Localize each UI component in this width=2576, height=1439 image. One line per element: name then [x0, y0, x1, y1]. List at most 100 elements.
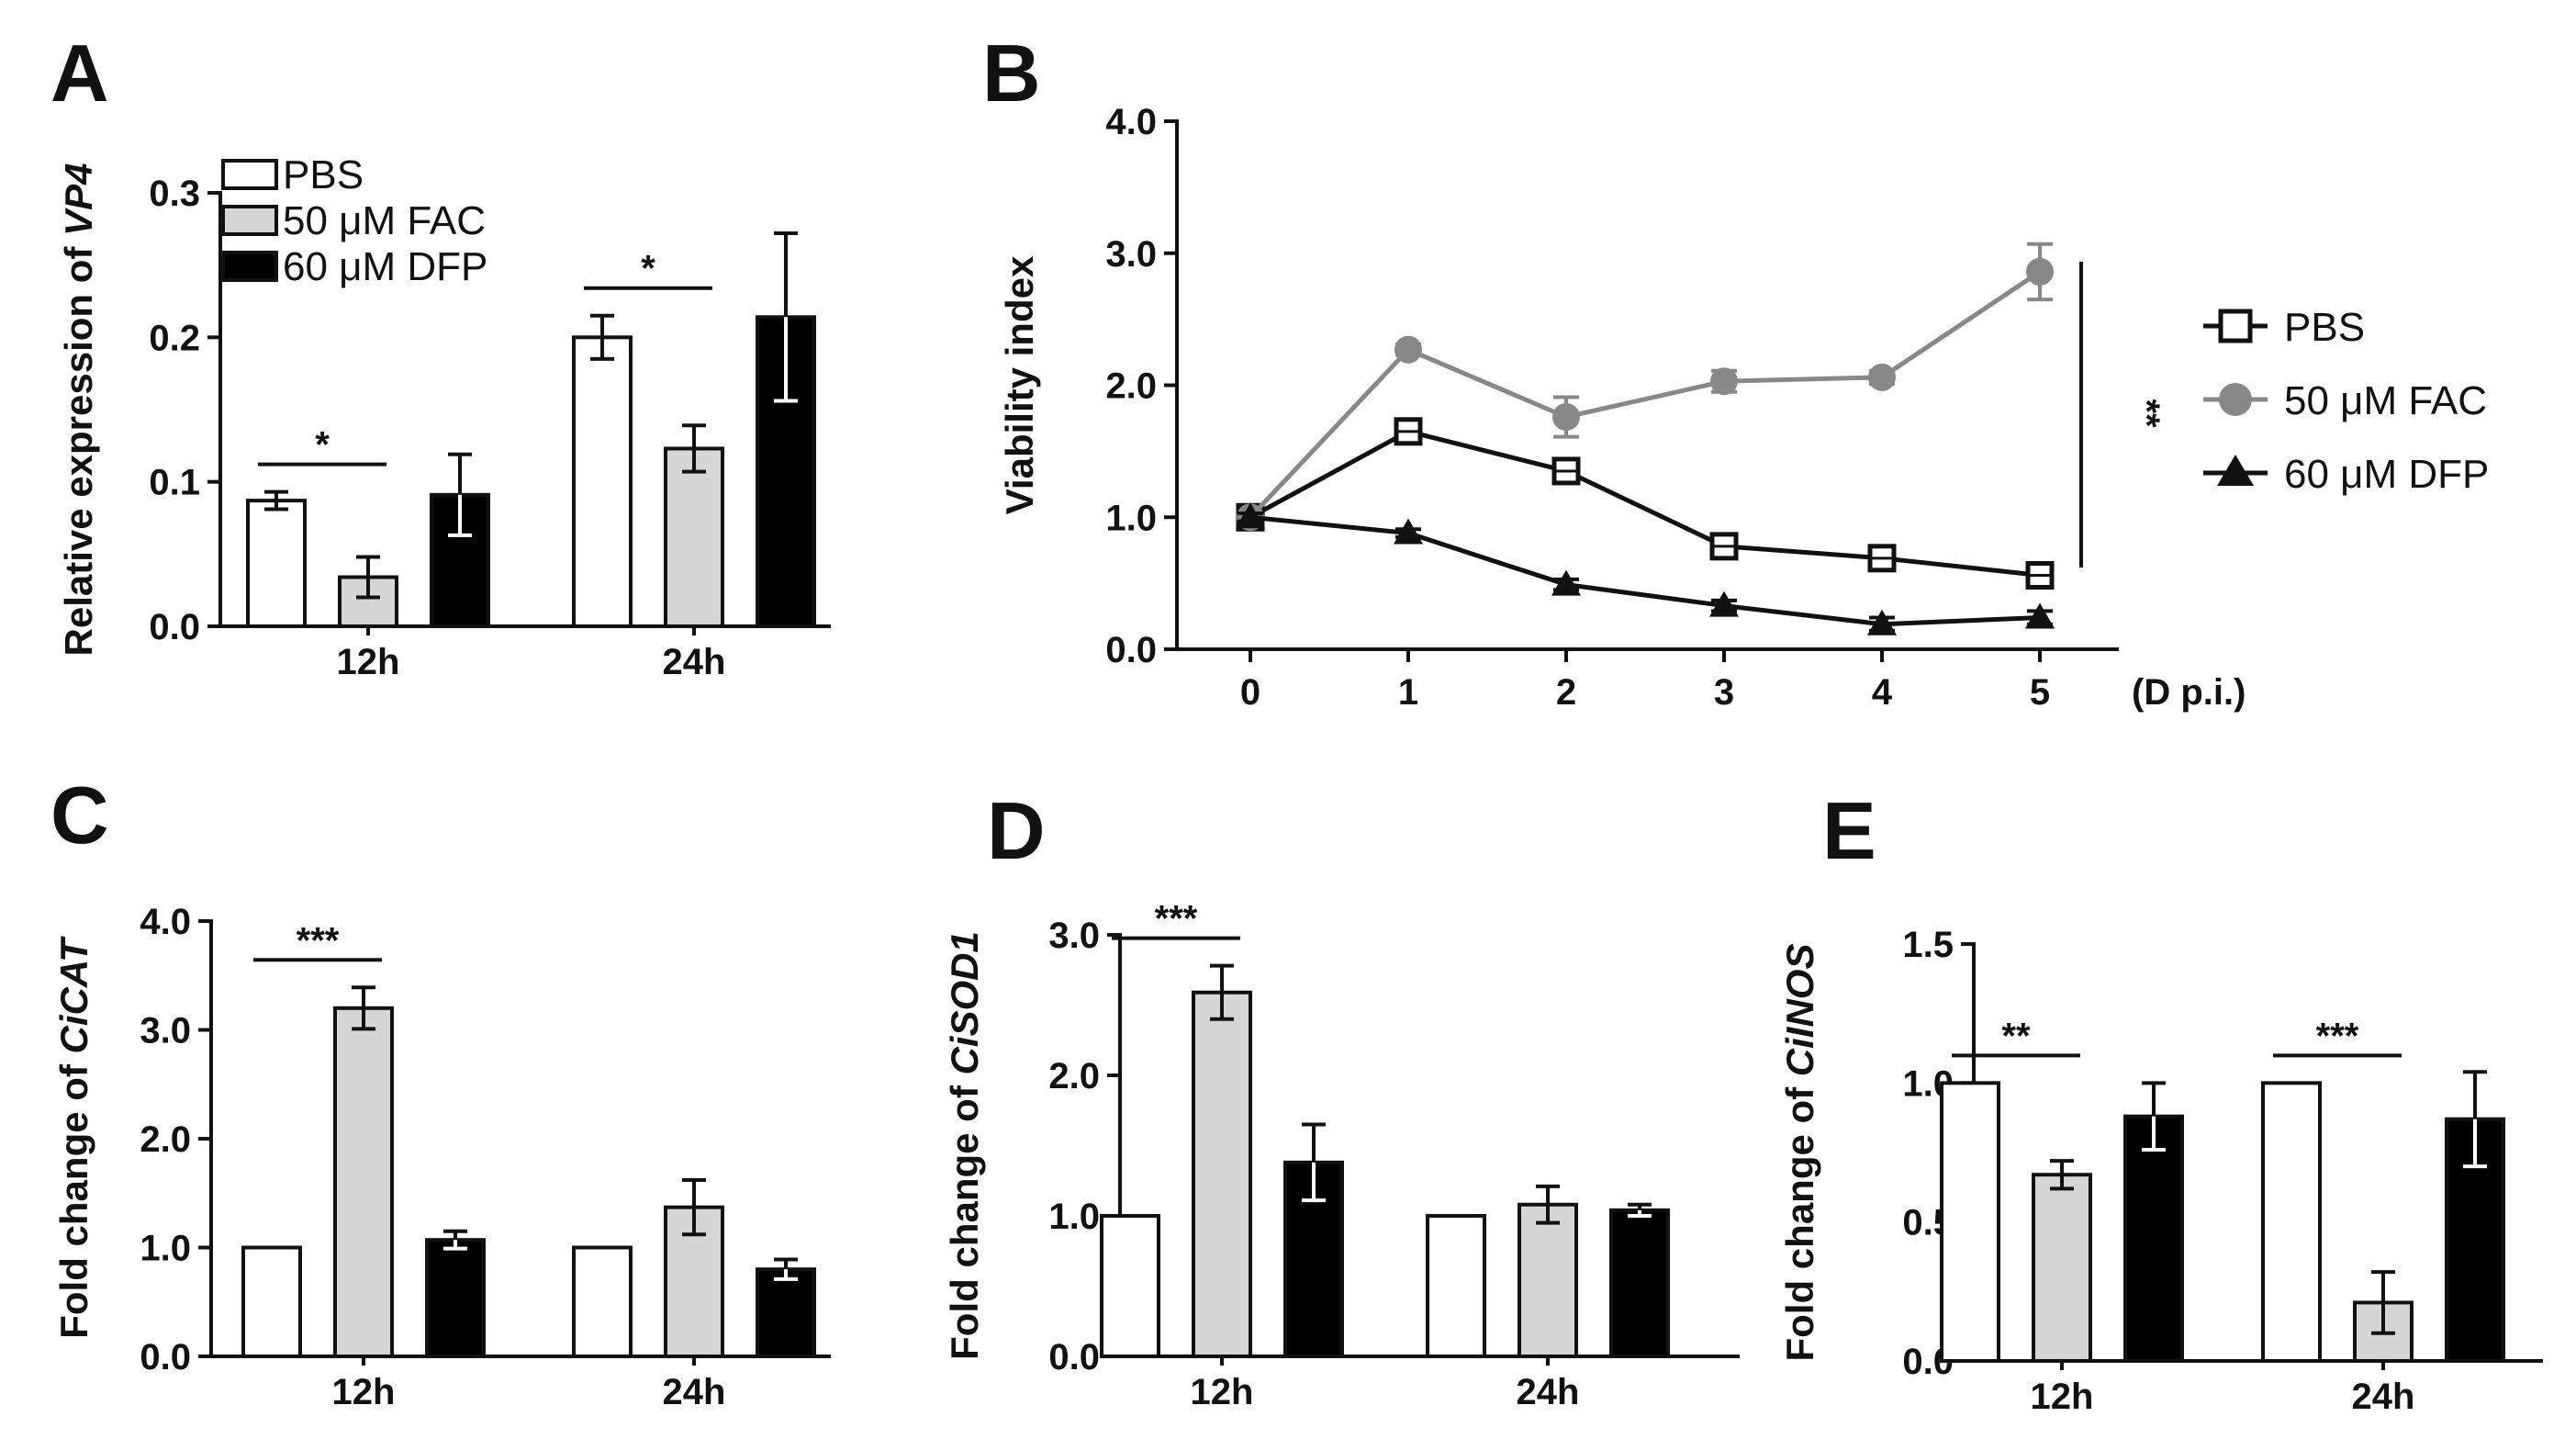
x-tick-label: 12h — [2031, 1377, 2094, 1417]
bar-pbs-12h — [241, 1245, 302, 1358]
y-tick-label: 0.0 — [140, 1337, 191, 1377]
legend-swatch — [221, 159, 278, 190]
bar-50-m-fac-12h — [333, 1006, 394, 1359]
legend-label: 50 μM FAC — [2284, 378, 2487, 423]
bar-pbs-24h — [572, 335, 633, 628]
x-tick-label: 12h — [337, 642, 400, 682]
panel-letter-B: B — [982, 28, 1041, 118]
panel-letter-A: A — [50, 28, 109, 118]
panel-C: C 0.0 1.0 2.0 3.0 4.0 Fold change of CiCAT 12h *… — [50, 770, 831, 1412]
y-tick-label: 0.0 — [149, 607, 200, 647]
y-tick-label: 0.3 — [149, 174, 200, 214]
data-point-fac — [1710, 367, 1738, 396]
data-point-fac — [1868, 363, 1896, 391]
x-tick-label: 24h — [663, 1372, 726, 1412]
y-axis-label: Viability index — [998, 255, 1041, 514]
series-line-circle — [1249, 269, 2042, 519]
bar-60-m-dfp-12h — [2123, 1114, 2184, 1363]
data-point-dfp — [1551, 569, 1581, 596]
bar-60-m-dfp-24h — [1609, 1208, 1670, 1358]
significance-label: ** — [2126, 399, 2167, 428]
y-axis-label: Fold change of CiSOD1 — [943, 931, 986, 1360]
series-line-square — [1249, 429, 2041, 578]
panel-letter-E: E — [1822, 785, 1876, 876]
legend-label: PBS — [283, 152, 364, 197]
y-tick-label: 3.0 — [140, 1011, 191, 1051]
legend-marker-circle — [2219, 383, 2252, 416]
data-point-dfp — [1867, 609, 1897, 635]
y-axis-label-prefix: Fold change of — [943, 1075, 986, 1360]
y-tick-label: 2.0 — [140, 1119, 191, 1160]
bar-60-m-dfp-24h — [756, 1267, 816, 1358]
data-point-fac — [1552, 403, 1580, 431]
legend-label: 60 μM DFP — [283, 244, 487, 289]
panel-letter-D: D — [987, 785, 1046, 876]
panel-B: B 0.0 1.0 2.0 3.0 4.0 0 1 2 3 4 5 (D p.i.) Viability … — [982, 28, 2489, 713]
y-axis-label-gene: CiINOS — [1778, 943, 1821, 1076]
significance-label: *** — [1155, 899, 1198, 939]
bar-50-m-fac-24h — [664, 446, 724, 629]
x-tick-label: 12h — [332, 1372, 396, 1412]
x-tick-label: 24h — [663, 642, 726, 682]
legend-label: 60 μM DFP — [2284, 452, 2489, 497]
data-point-dfp — [1709, 590, 1739, 617]
y-axis-label-gene: CiCAT — [52, 936, 95, 1054]
legend-marker-square — [2218, 309, 2253, 343]
panel-A: A 0.0 0.1 0.2 0.3 Relative expression of VP4 1… — [50, 28, 831, 682]
bar-pbs-12h — [246, 499, 307, 628]
y-tick-label: 0.2 — [149, 318, 200, 358]
y-tick-label: 1.0 — [140, 1229, 191, 1269]
legend-label: 50 μM FAC — [283, 198, 486, 243]
y-axis-label: Relative expression of VP4 — [57, 163, 100, 657]
significance-label: *** — [297, 920, 340, 961]
legend-label: PBS — [2284, 305, 2365, 350]
y-axis-label-gene: CiSOD1 — [943, 931, 986, 1074]
x-axis-label: (D p.i.) — [2132, 672, 2246, 713]
bar-50-m-fac-12h — [2032, 1173, 2092, 1364]
panel-D: D 0.0 1.0 2.0 3.0 Fold change of CiSOD1 12h ***… — [943, 785, 1740, 1412]
legend-swatch — [221, 205, 278, 236]
y-tick-label: 4.0 — [140, 902, 191, 942]
bar-pbs-24h — [2261, 1081, 2322, 1364]
y-tick-label: 3.0 — [1105, 234, 1157, 275]
x-tick-label: 4 — [1872, 672, 1893, 713]
series-line-triangle — [1249, 514, 2041, 627]
bar-pbs-24h — [1426, 1214, 1486, 1358]
data-point-dfp — [2025, 602, 2055, 629]
y-tick-label: 0.0 — [1105, 630, 1157, 670]
x-tick-label: 1 — [1398, 672, 1418, 713]
y-axis-label: Fold change of CiCAT — [52, 936, 95, 1339]
data-point-fac — [1394, 335, 1422, 364]
data-point-dfp — [1394, 518, 1423, 545]
legend-marker-triangle — [2217, 455, 2254, 486]
significance-label: *** — [2316, 1016, 2359, 1056]
data-point-fac — [2026, 257, 2054, 286]
y-tick-label: 2.0 — [1048, 1056, 1100, 1096]
y-axis-label-prefix: Fold change of — [1778, 1076, 1821, 1361]
x-tick-label: 24h — [1517, 1372, 1580, 1412]
y-tick-label: 1.0 — [1048, 1197, 1100, 1237]
x-tick-label: 12h — [1191, 1372, 1254, 1412]
significance-label: * — [641, 249, 655, 289]
bar-pbs-24h — [572, 1245, 633, 1358]
y-tick-label: 4.0 — [1105, 102, 1157, 142]
bar-pbs-12h — [1100, 1214, 1160, 1358]
y-axis-label-gene: VP4 — [57, 163, 100, 236]
bar-50-m-fac-12h — [1192, 990, 1252, 1358]
significance-label: ** — [2001, 1016, 2031, 1056]
y-axis-label-prefix: Fold change of — [52, 1053, 95, 1338]
bar-60-m-dfp-12h — [425, 1238, 486, 1358]
x-tick-label: 2 — [1556, 672, 1576, 713]
bar-50-m-fac-24h — [1518, 1202, 1578, 1359]
y-tick-label: 0.0 — [1048, 1337, 1100, 1377]
data-point-dfp — [1236, 502, 1265, 529]
y-tick-label: 3.0 — [1048, 916, 1100, 956]
x-tick-label: 5 — [2030, 672, 2050, 713]
x-tick-label: 3 — [1714, 672, 1734, 713]
panel-letter-C: C — [50, 770, 109, 860]
y-tick-label: 1.0 — [1105, 498, 1157, 538]
legend-swatch — [221, 251, 278, 282]
y-tick-label: 0.1 — [149, 463, 200, 503]
